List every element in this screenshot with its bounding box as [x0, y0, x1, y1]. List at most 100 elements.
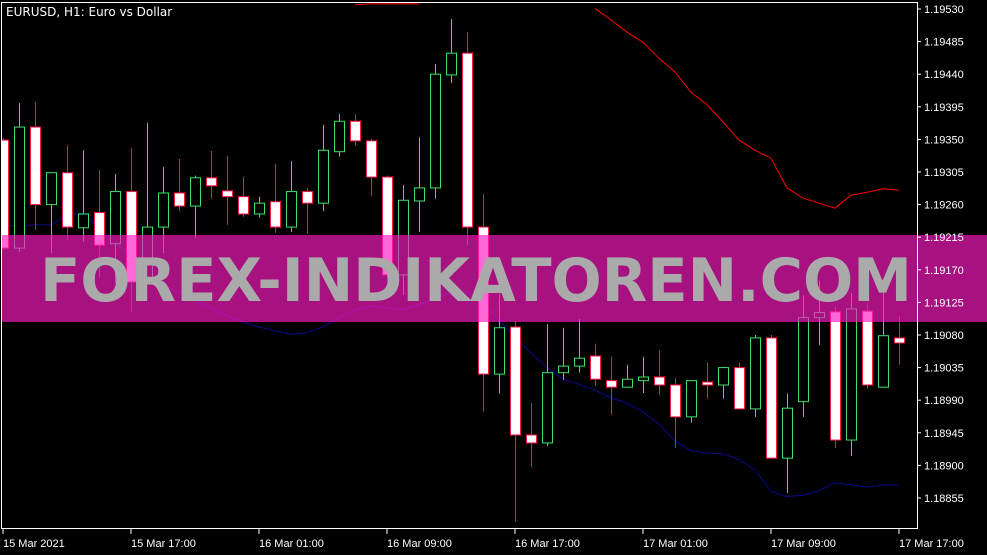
bear-candle	[510, 321, 521, 522]
plot-area[interactable]	[0, 3, 987, 522]
bear-candle	[734, 362, 745, 410]
price-label: 1.19080	[924, 330, 964, 342]
bull-candle	[286, 161, 297, 233]
bear-candle	[462, 32, 473, 246]
candle-body	[574, 357, 585, 367]
bear-candle	[206, 150, 217, 199]
candle-body	[590, 355, 601, 380]
candle-body	[526, 434, 537, 444]
watermark-band-axis	[917, 235, 987, 322]
candle-body	[782, 407, 793, 459]
candle-body	[318, 149, 329, 204]
price-label: 1.19170	[924, 265, 964, 277]
candle-body	[350, 120, 361, 142]
price-label: 1.19035	[924, 363, 964, 375]
indicator-line-1	[354, 3, 900, 209]
price-axis[interactable]: 1.19530 1.19485 1.19440 1.19395 1.19350 1.193…	[917, 2, 964, 529]
bear-candle	[270, 164, 281, 233]
candle-body	[654, 376, 665, 386]
candle-body	[302, 191, 313, 204]
candle-body	[334, 120, 345, 153]
bull-candle	[414, 137, 425, 233]
time-label: 15 Mar 2021	[3, 538, 65, 550]
bear-candle	[702, 362, 713, 399]
candle-body	[622, 378, 633, 388]
price-label: 1.19530	[924, 4, 964, 16]
candle-body	[702, 381, 713, 386]
candle-body	[78, 213, 89, 229]
candle-body	[846, 308, 857, 441]
candle-body	[238, 196, 249, 215]
bull-candle	[686, 380, 697, 423]
chart-title: EURUSD, H1: Euro vs Dollar	[6, 5, 172, 19]
candle-body	[222, 190, 233, 198]
bull-candle	[318, 124, 329, 212]
bull-candle	[430, 64, 441, 199]
candle-body	[766, 337, 777, 459]
price-label: 1.19485	[924, 37, 964, 49]
candle-body	[638, 376, 649, 382]
price-label: 1.19440	[924, 69, 964, 81]
candle-body	[542, 372, 553, 444]
bear-candle	[526, 403, 537, 467]
candle-body	[270, 201, 281, 228]
price-label: 1.18900	[924, 460, 964, 472]
candle-body	[606, 380, 617, 388]
bull-candle	[14, 103, 25, 252]
bull-candle	[190, 175, 201, 238]
time-axis[interactable]: 15 Mar 2021 15 Mar 17:00 16 Mar 01:00 16 Ma…	[2, 529, 964, 550]
bull-candle	[574, 319, 585, 373]
candle-body	[190, 177, 201, 207]
candle-body	[718, 367, 729, 386]
bear-candle	[606, 356, 617, 415]
candle-body	[894, 337, 905, 344]
bull-candle	[782, 393, 793, 493]
candle-body	[862, 310, 873, 386]
candle-body	[366, 140, 377, 178]
price-label: 1.19395	[924, 102, 964, 114]
candle-body	[830, 311, 841, 441]
bear-candle	[894, 316, 905, 365]
watermark-band	[1, 235, 917, 322]
bear-candle	[654, 350, 665, 396]
price-label: 1.19125	[924, 297, 964, 309]
candle-body	[670, 384, 681, 418]
price-label: 1.19260	[924, 200, 964, 212]
bear-candle	[366, 138, 377, 196]
price-label: 1.19305	[924, 167, 964, 179]
candle-body	[558, 365, 569, 374]
bull-candle	[78, 150, 89, 242]
price-label: 1.19215	[924, 232, 964, 244]
bull-candle	[542, 324, 553, 446]
bear-candle	[302, 187, 313, 234]
candle-body	[14, 126, 25, 249]
candle-body	[414, 187, 425, 202]
bull-candle	[334, 114, 345, 157]
price-label: 1.18945	[924, 428, 964, 440]
candle-body	[174, 192, 185, 207]
candle-body	[62, 172, 73, 228]
time-label: 17 Mar 01:00	[643, 538, 708, 550]
bear-candle	[766, 335, 777, 459]
candle-body	[206, 177, 217, 187]
candle-body	[430, 73, 441, 189]
bull-candle	[622, 364, 633, 388]
bear-candle	[222, 156, 233, 225]
time-label: 16 Mar 17:00	[515, 538, 580, 550]
candle-body	[510, 326, 521, 436]
price-label: 1.18855	[924, 493, 964, 505]
candle-body	[446, 52, 457, 76]
bull-candle	[718, 366, 729, 399]
bear-candle	[590, 343, 601, 386]
bear-candle	[238, 177, 249, 217]
price-label: 1.18990	[924, 395, 964, 407]
candle-body	[462, 52, 473, 228]
time-label: 17 Mar 09:00	[771, 538, 836, 550]
candle-body	[158, 192, 169, 228]
bull-candle	[446, 19, 457, 83]
time-label: 16 Mar 09:00	[387, 538, 452, 550]
price-label: 1.19350	[924, 134, 964, 146]
time-label: 15 Mar 17:00	[131, 538, 196, 550]
bear-candle	[350, 114, 361, 146]
